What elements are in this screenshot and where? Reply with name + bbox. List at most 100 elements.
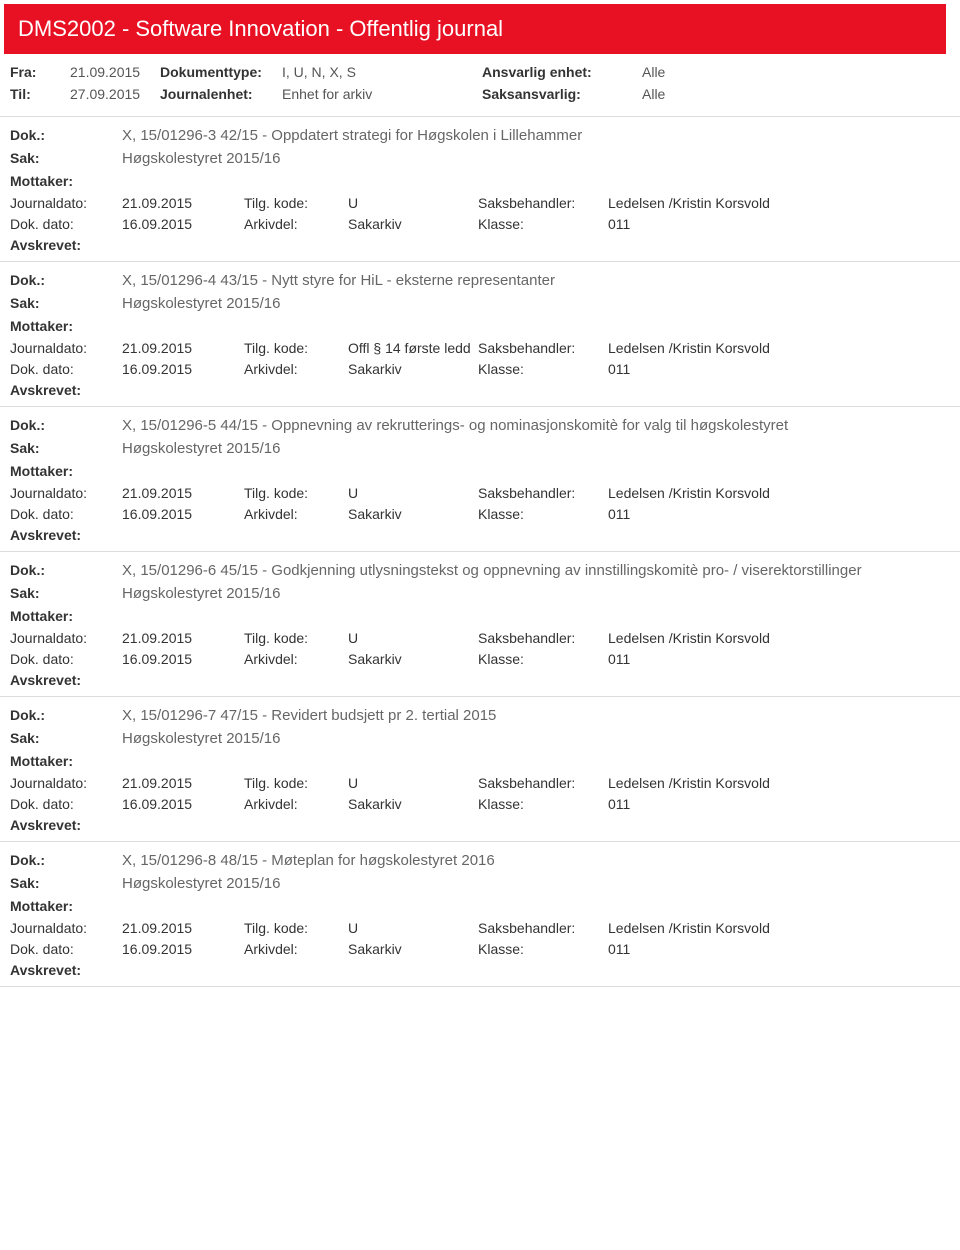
journaldato-label: Journaldato: — [10, 485, 122, 501]
ansvarlig-value: Alle — [642, 64, 665, 80]
avskrevet-label: Avskrevet: — [10, 382, 122, 398]
entries-list: Dok.: X, 15/01296-3 42/15 - Oppdatert str… — [0, 117, 960, 987]
saksansvarlig-label: Saksansvarlig: — [482, 86, 642, 102]
dokdato-value: 16.09.2015 — [122, 216, 244, 232]
klasse-value: 011 — [608, 651, 950, 667]
journal-entry: Dok.:X, 15/01296-5 44/15 - Oppnevning av… — [0, 407, 960, 552]
dok-line: Dok.:X, 15/01296-5 44/15 - Oppnevning av… — [10, 417, 950, 434]
saksbehandler-value: Ledelsen /Kristin Korsvold — [608, 340, 950, 356]
tilgkode-value: Offl § 14 første ledd — [348, 340, 478, 356]
meta-row-2: Dok. dato:16.09.2015Arkivdel:SakarkivKla… — [10, 216, 950, 232]
filter-row-1: Fra: 21.09.2015 Dokumenttype: I, U, N, X… — [10, 64, 950, 80]
arkivdel-label: Arkivdel: — [244, 506, 348, 522]
avskrevet-line: Avskrevet: — [10, 237, 950, 253]
meta-row-2: Dok. dato:16.09.2015Arkivdel:SakarkivKla… — [10, 651, 950, 667]
klasse-label: Klasse: — [478, 506, 608, 522]
dok-title: X, 15/01296-5 44/15 - Oppnevning av rekr… — [122, 417, 788, 434]
sak-line: Sak:Høgskolestyret 2015/16 — [10, 585, 950, 602]
til-value: 27.09.2015 — [70, 86, 160, 102]
sak-title: Høgskolestyret 2015/16 — [122, 730, 280, 747]
tilgkode-label: Tilg. kode: — [244, 920, 348, 936]
dok-title: X, 15/01296-7 47/15 - Revidert budsjett … — [122, 707, 496, 724]
dok-label: Dok.: — [10, 417, 122, 433]
sak-title: Høgskolestyret 2015/16 — [122, 585, 280, 602]
meta-row-2: Dok. dato:16.09.2015Arkivdel:SakarkivKla… — [10, 941, 950, 957]
sak-label: Sak: — [10, 295, 122, 311]
tilgkode-label: Tilg. kode: — [244, 485, 348, 501]
sak-title: Høgskolestyret 2015/16 — [122, 295, 280, 312]
avskrevet-line: Avskrevet: — [10, 672, 950, 688]
sak-label: Sak: — [10, 730, 122, 746]
journaldato-value: 21.09.2015 — [122, 340, 244, 356]
journaldato-label: Journaldato: — [10, 775, 122, 791]
saksbehandler-label: Saksbehandler: — [478, 195, 608, 211]
meta-row-1: Journaldato:21.09.2015Tilg. kode:USaksbe… — [10, 195, 950, 211]
meta-row-2: Dok. dato:16.09.2015Arkivdel:SakarkivKla… — [10, 506, 950, 522]
dokdato-label: Dok. dato: — [10, 796, 122, 812]
saksbehandler-value: Ledelsen /Kristin Korsvold — [608, 920, 950, 936]
saksbehandler-label: Saksbehandler: — [478, 340, 608, 356]
tilgkode-value: U — [348, 775, 478, 791]
tilgkode-value: U — [348, 195, 478, 211]
arkivdel-value: Sakarkiv — [348, 361, 478, 377]
arkivdel-label: Arkivdel: — [244, 941, 348, 957]
arkivdel-label: Arkivdel: — [244, 361, 348, 377]
doktype-value: I, U, N, X, S — [282, 64, 482, 80]
dokdato-label: Dok. dato: — [10, 216, 122, 232]
arkivdel-value: Sakarkiv — [348, 216, 478, 232]
avskrevet-line: Avskrevet: — [10, 527, 950, 543]
dok-title: X, 15/01296-3 42/15 - Oppdatert strategi… — [122, 127, 582, 144]
klasse-label: Klasse: — [478, 941, 608, 957]
saksbehandler-value: Ledelsen /Kristin Korsvold — [608, 485, 950, 501]
mottaker-line: Mottaker: — [10, 318, 950, 334]
klasse-value: 011 — [608, 796, 950, 812]
meta-row-1: Journaldato:21.09.2015Tilg. kode:USaksbe… — [10, 630, 950, 646]
arkivdel-label: Arkivdel: — [244, 796, 348, 812]
dokdato-value: 16.09.2015 — [122, 506, 244, 522]
saksbehandler-value: Ledelsen /Kristin Korsvold — [608, 775, 950, 791]
avskrevet-label: Avskrevet: — [10, 527, 122, 543]
klasse-value: 011 — [608, 361, 950, 377]
mottaker-label: Mottaker: — [10, 173, 122, 189]
dok-line: Dok.:X, 15/01296-4 43/15 - Nytt styre fo… — [10, 272, 950, 289]
tilgkode-value: U — [348, 630, 478, 646]
mottaker-line: Mottaker: — [10, 463, 950, 479]
avskrevet-line: Avskrevet: — [10, 817, 950, 833]
sak-line: Sak:Høgskolestyret 2015/16 — [10, 730, 950, 747]
journal-entry: Dok.:X, 15/01296-3 42/15 - Oppdatert str… — [0, 117, 960, 262]
mottaker-label: Mottaker: — [10, 463, 122, 479]
journal-entry: Dok.:X, 15/01296-8 48/15 - Møteplan for … — [0, 842, 960, 987]
arkivdel-value: Sakarkiv — [348, 651, 478, 667]
journalenhet-value: Enhet for arkiv — [282, 86, 482, 102]
meta-row-1: Journaldato:21.09.2015Tilg. kode:USaksbe… — [10, 485, 950, 501]
sak-label: Sak: — [10, 585, 122, 601]
fra-label: Fra: — [10, 64, 70, 80]
journaldato-value: 21.09.2015 — [122, 775, 244, 791]
mottaker-label: Mottaker: — [10, 898, 122, 914]
meta-row-2: Dok. dato:16.09.2015Arkivdel:SakarkivKla… — [10, 796, 950, 812]
saksbehandler-label: Saksbehandler: — [478, 775, 608, 791]
mottaker-label: Mottaker: — [10, 608, 122, 624]
saksbehandler-value: Ledelsen /Kristin Korsvold — [608, 195, 950, 211]
dok-line: Dok.:X, 15/01296-8 48/15 - Møteplan for … — [10, 852, 950, 869]
dok-title: X, 15/01296-4 43/15 - Nytt styre for HiL… — [122, 272, 555, 289]
journaldato-label: Journaldato: — [10, 340, 122, 356]
dok-title: X, 15/01296-6 45/15 - Godkjenning utlysn… — [122, 562, 862, 579]
meta-row-1: Journaldato:21.09.2015Tilg. kode:USaksbe… — [10, 920, 950, 936]
dokdato-value: 16.09.2015 — [122, 651, 244, 667]
klasse-label: Klasse: — [478, 361, 608, 377]
arkivdel-value: Sakarkiv — [348, 506, 478, 522]
dokdato-value: 16.09.2015 — [122, 361, 244, 377]
journaldato-label: Journaldato: — [10, 630, 122, 646]
dok-label: Dok.: — [10, 707, 122, 723]
klasse-label: Klasse: — [478, 651, 608, 667]
sak-title: Høgskolestyret 2015/16 — [122, 875, 280, 892]
saksbehandler-value: Ledelsen /Kristin Korsvold — [608, 630, 950, 646]
sak-title: Høgskolestyret 2015/16 — [122, 150, 280, 167]
dok-line: Dok.:X, 15/01296-7 47/15 - Revidert buds… — [10, 707, 950, 724]
tilgkode-value: U — [348, 485, 478, 501]
report-title: DMS2002 - Software Innovation - Offentli… — [4, 4, 946, 54]
dok-line: Dok.:X, 15/01296-3 42/15 - Oppdatert str… — [10, 127, 950, 144]
saksbehandler-label: Saksbehandler: — [478, 920, 608, 936]
tilgkode-label: Tilg. kode: — [244, 630, 348, 646]
